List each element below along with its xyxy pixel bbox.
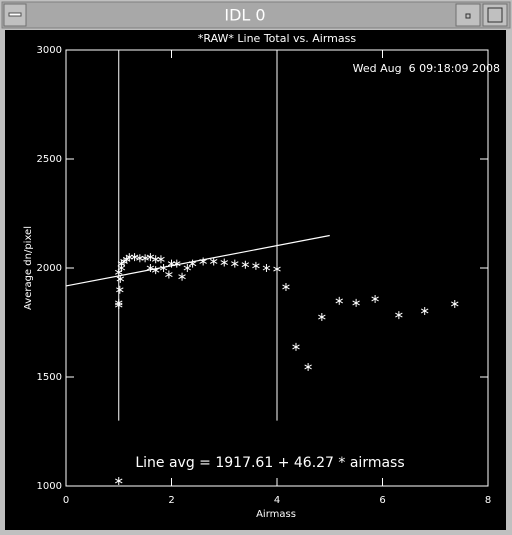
y-tick-label: 2000 bbox=[37, 263, 62, 274]
data-point bbox=[146, 253, 155, 262]
data-point bbox=[304, 362, 312, 371]
x-tick-label: 4 bbox=[274, 495, 280, 506]
data-point bbox=[188, 259, 197, 268]
data-point bbox=[159, 264, 168, 272]
data-point bbox=[116, 285, 124, 294]
data-point bbox=[151, 266, 160, 275]
data-point bbox=[165, 270, 173, 279]
y-axis-label: Average dn/pixel bbox=[23, 226, 34, 310]
data-point bbox=[183, 264, 192, 272]
y-tick-label: 3000 bbox=[37, 45, 62, 56]
data-point bbox=[273, 265, 281, 274]
data-point bbox=[420, 306, 429, 315]
data-point bbox=[318, 313, 326, 322]
data-point bbox=[116, 274, 125, 283]
date-label: Wed Aug 6 09:18:09 2008 bbox=[353, 62, 500, 75]
x-axis-label: Airmass bbox=[256, 509, 296, 520]
data-point bbox=[395, 311, 403, 320]
chart-title: *RAW* Line Total vs. Airmass bbox=[198, 32, 356, 45]
data-point bbox=[115, 476, 123, 485]
data-point bbox=[241, 260, 250, 269]
y-tick-label: 1000 bbox=[37, 481, 62, 492]
maximize-button[interactable] bbox=[482, 3, 508, 27]
data-point bbox=[335, 296, 343, 305]
y-tick-label: 1500 bbox=[37, 372, 62, 383]
fit-line bbox=[65, 234, 330, 287]
data-point bbox=[199, 257, 207, 266]
x-tick-label: 6 bbox=[379, 495, 385, 506]
data-point bbox=[178, 272, 186, 281]
x-tick-label: 2 bbox=[168, 495, 174, 506]
y-tick-label: 2500 bbox=[37, 154, 62, 165]
data-point bbox=[141, 254, 149, 263]
data-point bbox=[157, 255, 165, 264]
title-bar bbox=[1, 1, 511, 29]
fit-annotation: Line avg = 1917.61 + 46.27 * airmass bbox=[135, 455, 404, 471]
x-tick-label: 0 bbox=[63, 495, 69, 506]
data-point bbox=[130, 253, 139, 262]
minimize-icon bbox=[465, 13, 471, 19]
plot-canvas bbox=[5, 30, 506, 530]
maximize-icon bbox=[487, 7, 503, 23]
window-title: IDL 0 bbox=[224, 6, 265, 25]
data-point bbox=[262, 264, 271, 272]
data-point bbox=[231, 259, 239, 268]
data-point bbox=[292, 342, 300, 351]
data-point bbox=[371, 294, 379, 303]
data-point bbox=[451, 299, 459, 308]
x-tick-label: 8 bbox=[485, 495, 491, 506]
data-point bbox=[220, 258, 228, 267]
data-point bbox=[252, 261, 260, 270]
minimize-button[interactable] bbox=[455, 3, 481, 27]
menu-icon bbox=[8, 12, 22, 17]
data-point bbox=[282, 282, 290, 291]
data-point bbox=[209, 257, 218, 266]
data-point bbox=[146, 264, 155, 272]
data-point bbox=[115, 301, 123, 310]
data-point bbox=[352, 298, 360, 307]
data-point bbox=[173, 259, 181, 268]
